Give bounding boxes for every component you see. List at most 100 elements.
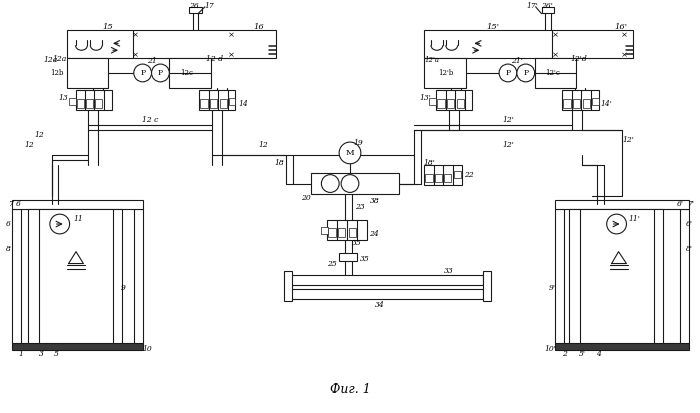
Text: 16: 16 <box>254 23 265 31</box>
Bar <box>573 99 580 107</box>
Bar <box>454 171 461 178</box>
Bar <box>424 29 634 58</box>
Text: ×: × <box>132 31 139 40</box>
Bar <box>564 99 571 107</box>
Bar <box>66 29 276 58</box>
Circle shape <box>134 64 151 82</box>
Text: ×: × <box>552 51 559 59</box>
Text: 26: 26 <box>189 2 199 10</box>
Circle shape <box>499 64 517 82</box>
Text: 4: 4 <box>596 350 601 358</box>
Text: 6: 6 <box>16 200 21 208</box>
Bar <box>199 90 235 111</box>
Text: 12': 12' <box>502 116 514 124</box>
Bar <box>338 228 345 237</box>
Text: ×: × <box>621 31 628 40</box>
Text: 6': 6' <box>686 220 693 228</box>
Text: 8: 8 <box>6 245 10 253</box>
Text: 14': 14' <box>601 100 612 107</box>
Text: 15: 15 <box>103 23 113 31</box>
Bar <box>284 271 292 301</box>
Circle shape <box>151 64 169 82</box>
Bar <box>535 58 576 88</box>
Text: 21: 21 <box>147 57 156 65</box>
Text: ×: × <box>228 31 235 40</box>
Text: ×: × <box>132 51 139 59</box>
Bar <box>229 97 235 104</box>
Circle shape <box>50 214 69 234</box>
Bar <box>286 289 483 299</box>
Bar <box>134 209 143 344</box>
Bar <box>76 90 112 111</box>
Bar <box>339 253 357 261</box>
Text: 19: 19 <box>353 139 363 147</box>
Text: 12c: 12c <box>181 69 194 77</box>
Bar <box>13 200 143 209</box>
Text: 12: 12 <box>258 141 268 149</box>
Text: 14: 14 <box>239 100 248 107</box>
Text: 9': 9' <box>549 284 556 292</box>
Bar <box>429 97 436 104</box>
Text: 8': 8' <box>686 245 693 253</box>
Text: 10': 10' <box>545 345 556 354</box>
Bar <box>69 97 76 104</box>
Circle shape <box>339 142 361 164</box>
Bar <box>444 174 451 182</box>
Bar <box>447 99 454 107</box>
Text: 20: 20 <box>301 195 310 202</box>
Bar <box>680 209 689 344</box>
Text: 38: 38 <box>370 197 379 205</box>
Text: 12 c: 12 c <box>142 116 159 124</box>
Text: 35: 35 <box>360 254 370 263</box>
Text: 25: 25 <box>328 259 337 268</box>
Bar <box>86 99 93 107</box>
Text: P: P <box>158 69 163 77</box>
Text: 11': 11' <box>629 215 640 223</box>
Bar <box>189 7 202 13</box>
Bar <box>425 174 433 182</box>
Text: 7: 7 <box>8 200 13 208</box>
Text: 12': 12' <box>622 136 634 144</box>
Text: 12: 12 <box>25 141 34 149</box>
Bar <box>583 99 590 107</box>
Text: 11: 11 <box>74 215 83 223</box>
Bar <box>200 99 208 107</box>
Circle shape <box>517 64 535 82</box>
Text: 2: 2 <box>562 350 567 358</box>
Text: 12'b: 12'b <box>438 69 454 77</box>
Bar <box>592 97 598 104</box>
Bar <box>555 200 689 209</box>
Bar <box>569 209 663 344</box>
Text: 12b: 12b <box>50 69 64 77</box>
Text: 12 d: 12 d <box>206 55 223 63</box>
Text: 12: 12 <box>34 131 44 139</box>
Bar <box>555 344 689 350</box>
Circle shape <box>321 175 339 192</box>
Text: 12a: 12a <box>52 55 67 63</box>
Bar <box>436 90 473 111</box>
Text: M: M <box>346 149 354 157</box>
Text: 16': 16' <box>614 23 627 31</box>
Text: 13: 13 <box>59 94 69 102</box>
Text: 5': 5' <box>578 350 585 358</box>
Text: ×: × <box>552 31 559 40</box>
Bar <box>555 209 564 344</box>
Text: 18': 18' <box>423 159 435 167</box>
Text: 34: 34 <box>374 301 384 309</box>
Bar <box>210 99 217 107</box>
Bar <box>28 209 122 344</box>
Text: 12': 12' <box>502 141 514 149</box>
Text: 26': 26' <box>540 2 552 10</box>
Text: P: P <box>505 69 510 77</box>
Bar <box>13 209 21 344</box>
Text: ×: × <box>228 51 235 59</box>
Bar <box>435 174 442 182</box>
Bar <box>562 90 598 111</box>
Text: Фиг. 1: Фиг. 1 <box>330 383 370 396</box>
Text: 3: 3 <box>38 350 43 358</box>
Text: 18: 18 <box>274 159 284 167</box>
Text: 9: 9 <box>120 284 125 292</box>
Text: 12'c: 12'c <box>545 69 560 77</box>
Bar <box>286 275 483 285</box>
Bar <box>424 165 461 185</box>
